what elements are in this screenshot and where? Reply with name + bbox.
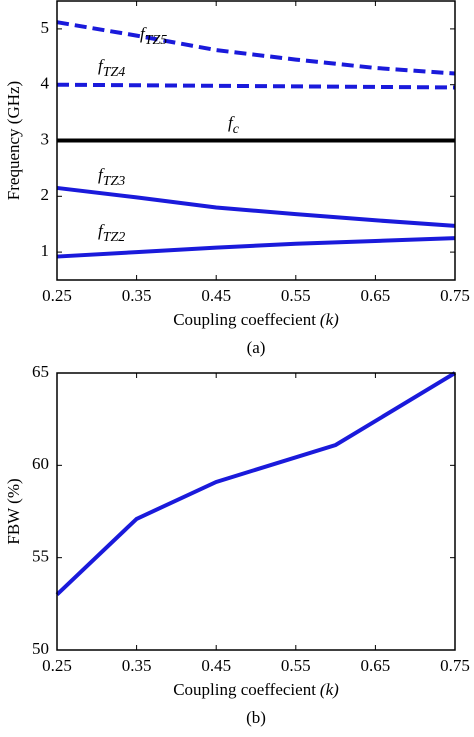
y-tick-label: 60 bbox=[32, 454, 49, 473]
label-main: f bbox=[228, 113, 235, 132]
x-tick-label: 0.65 bbox=[361, 656, 391, 675]
label-sub: TZ2 bbox=[103, 230, 126, 245]
label-sub: TZ4 bbox=[103, 65, 126, 80]
label-sub: c bbox=[233, 122, 240, 137]
plot-frame bbox=[56, 0, 456, 281]
x-tick-label: 0.25 bbox=[42, 656, 72, 675]
label-main: f bbox=[140, 24, 147, 43]
y-tick-label: 4 bbox=[41, 74, 50, 93]
y-tick-label: 65 bbox=[32, 362, 49, 381]
caption: (b) bbox=[246, 708, 266, 727]
x-tick-label: 0.55 bbox=[281, 286, 311, 305]
x-tick-label: 0.45 bbox=[201, 656, 231, 675]
label-main: f bbox=[98, 165, 105, 184]
x-tick-label: 0.75 bbox=[440, 286, 470, 305]
x-label-text: Coupling coeffecient bbox=[173, 680, 316, 699]
plot-frame bbox=[56, 372, 456, 651]
y-tick-label: 2 bbox=[41, 185, 50, 204]
series-label: fTZ3 bbox=[98, 165, 125, 189]
x-tick-label: 0.25 bbox=[42, 286, 72, 305]
x-tick-label: 0.55 bbox=[281, 656, 311, 675]
series-label: fTZ2 bbox=[98, 221, 125, 245]
x-axis-label: Coupling coeffecient (k) bbox=[173, 680, 339, 699]
label-sub: TZ3 bbox=[103, 174, 126, 189]
series-line bbox=[56, 20, 456, 76]
label-sub: TZ5 bbox=[145, 33, 168, 48]
label-main: f bbox=[98, 221, 105, 240]
x-tick-label: 0.65 bbox=[361, 286, 391, 305]
y-tick-label: 50 bbox=[32, 639, 49, 658]
series-line bbox=[55, 371, 457, 597]
caption: (a) bbox=[247, 338, 266, 357]
x-axis-label: Coupling coeffecient (k) bbox=[173, 310, 339, 329]
series-line bbox=[56, 236, 456, 259]
label-main: f bbox=[98, 56, 105, 75]
series-line bbox=[56, 82, 456, 90]
series-label: fTZ4 bbox=[98, 56, 125, 80]
x-tick-label: 0.75 bbox=[440, 656, 470, 675]
y-axis-label: FBW (%) bbox=[4, 478, 23, 544]
y-tick-label: 1 bbox=[41, 241, 50, 260]
y-tick-label: 3 bbox=[41, 129, 50, 148]
x-tick-label: 0.35 bbox=[122, 286, 152, 305]
x-label-var: (k) bbox=[320, 680, 339, 699]
x-tick-label: 0.35 bbox=[122, 656, 152, 675]
series-line bbox=[56, 185, 456, 228]
x-tick-label: 0.45 bbox=[201, 286, 231, 305]
series-label: fc bbox=[228, 113, 240, 137]
x-label-var: (k) bbox=[320, 310, 339, 329]
y-tick-label: 55 bbox=[32, 547, 49, 566]
series-label: fTZ5 bbox=[140, 24, 167, 48]
x-label-text: Coupling coeffecient bbox=[173, 310, 316, 329]
y-axis-label: Frequency (GHz) bbox=[4, 81, 23, 200]
y-tick-label: 5 bbox=[41, 18, 50, 37]
